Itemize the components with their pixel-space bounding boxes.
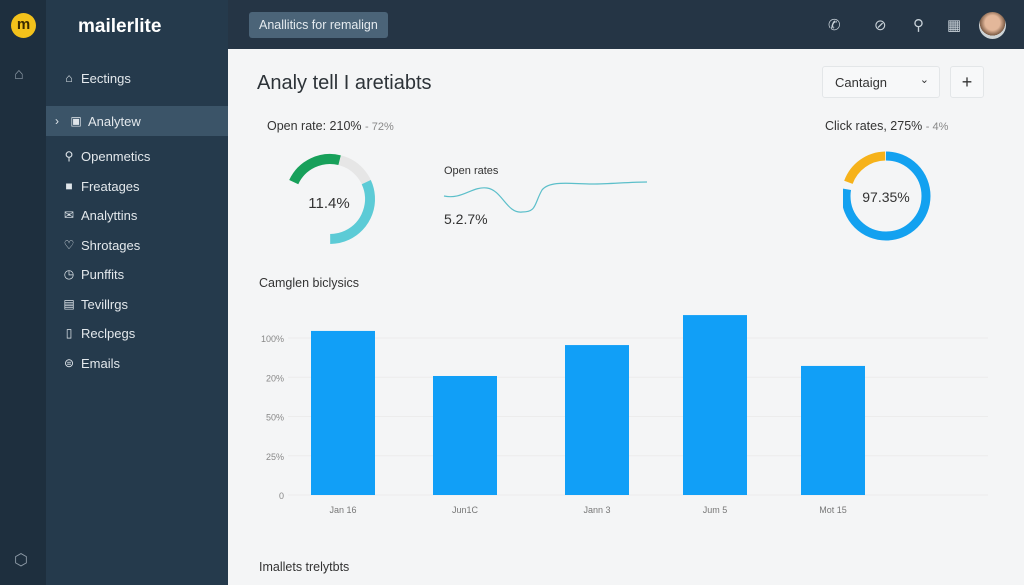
open-rate-text: Open rate: 210%: [267, 119, 362, 133]
y-tick-label: 50%: [266, 413, 284, 423]
sidebar-item-label: Eectings: [81, 70, 131, 86]
y-tick-label: 0: [279, 491, 284, 501]
calculator-icon[interactable]: ▦: [947, 17, 962, 34]
open-rates-value: 5.2.7%: [444, 211, 488, 227]
sidebar-item-shrotages[interactable]: ♡ Shrotages: [46, 230, 228, 260]
sidebar-item-openmetics[interactable]: ⚲ Openmetics: [46, 141, 228, 171]
chevron-down-icon: ⌄: [919, 74, 929, 86]
open-rate-gauge: 11.4%: [285, 154, 375, 245]
open-rates-label: Open rates: [444, 165, 499, 177]
section-title: Imallets trelytbts: [259, 560, 350, 574]
brand-name: mailerlite: [78, 16, 162, 37]
click-rate-label: Click rates, 275% - 4%: [825, 119, 948, 133]
open-rates-sparkline: [443, 181, 648, 213]
search-icon[interactable]: ⚲: [913, 17, 924, 34]
chevron-right-icon: ›: [55, 114, 59, 128]
page-context-pill[interactable]: Anallitics for remalign: [249, 12, 388, 38]
check-circle-icon[interactable]: ⊘: [874, 17, 887, 34]
main-content: Analy tell I aretiabts Cantaign ⌄ + Open …: [228, 49, 1024, 585]
topbar: Anallitics for remalign ✆ ⊘ ⚲ ▦: [228, 0, 1024, 49]
add-button[interactable]: +: [950, 66, 984, 98]
sidebar-item-label: Shrotages: [81, 237, 141, 253]
sidebar-item-freatages[interactable]: ■ Freatages: [46, 171, 228, 201]
sparkline-path: [443, 181, 648, 213]
page-title: Analy tell I aretiabts: [257, 72, 432, 94]
bar[interactable]: [801, 365, 865, 495]
bar[interactable]: [565, 345, 629, 495]
click-rate-delta: - 4%: [925, 121, 949, 133]
sidebar-item-eectings[interactable]: ⌂ Eectings: [46, 63, 228, 93]
gauge-blue-segment: [843, 151, 931, 241]
chart-icon: ▣: [70, 114, 82, 128]
sidebar-item-punffits[interactable]: ◷ Punffits: [46, 259, 228, 289]
page-icon: ▯: [65, 326, 73, 340]
campaign-bar-chart: 0 25% 50% 20% 100% Jan 16 Jun1C Jann 3 Jum 5 Mot …: [261, 315, 988, 515]
sidebar-item-label: Tevillrgs: [81, 296, 128, 312]
hexagon-icon[interactable]: ⬡: [14, 552, 28, 569]
bar[interactable]: [683, 315, 747, 495]
select-value: Cantaign: [835, 75, 888, 90]
sidebar-item-analyttins[interactable]: ✉ Analyttins: [46, 200, 228, 230]
chart-title: Camglen biclysics: [259, 276, 360, 290]
icon-rail: m ⌂ ⬡: [0, 0, 46, 585]
open-rate-label: Open rate: 210% - 72%: [267, 119, 394, 133]
logo[interactable]: m: [11, 13, 36, 38]
sidebar-item-reclpegs[interactable]: ▯ Reclpegs: [46, 318, 228, 348]
gauge-teal-segment: [285, 154, 375, 244]
sidebar-item-analytew[interactable]: › ▣ Analytew: [46, 106, 228, 136]
x-tick-label: Jum 5: [703, 505, 728, 515]
sidebar: mailerlite ⌂ Eectings › ▣ Analytew ⚲ Openmet…: [46, 0, 228, 585]
click-rate-value: 97.35%: [862, 189, 909, 205]
mail-icon: ✉: [63, 208, 75, 222]
doc-icon: ▤: [63, 297, 75, 311]
open-rate-delta: - 72%: [365, 121, 394, 133]
sidebar-item-label: Freatages: [81, 178, 140, 194]
sidebar-item-tevillrgs[interactable]: ▤ Tevillrgs: [46, 289, 228, 319]
sidebar-item-label: Reclpegs: [81, 325, 136, 341]
sidebar-item-emails[interactable]: ⊜ Emails: [46, 348, 228, 378]
x-tick-label: Jann 3: [583, 505, 610, 515]
open-rate-value: 11.4%: [308, 195, 349, 212]
clock-icon: ◷: [63, 267, 75, 281]
sidebar-item-label: Openmetics: [81, 148, 151, 164]
avatar[interactable]: [979, 12, 1006, 39]
heart-icon: ♡: [63, 238, 75, 252]
phone-icon[interactable]: ✆: [828, 17, 841, 34]
campaign-select[interactable]: Cantaign ⌄: [822, 66, 940, 98]
bar[interactable]: [311, 330, 375, 495]
x-tick-label: Mot 15: [819, 505, 847, 515]
home-icon: ⌂: [65, 71, 73, 85]
bag-icon: ■: [65, 179, 73, 193]
key-icon: ⚲: [64, 149, 74, 163]
y-tick-label: 25%: [266, 452, 284, 462]
sidebar-item-label: Emails: [81, 355, 121, 371]
inbox-icon[interactable]: ⌂: [14, 66, 24, 83]
click-rate-text: Click rates, 275%: [825, 119, 923, 133]
circle-menu-icon: ⊜: [63, 356, 75, 370]
y-tick-label: 100%: [261, 334, 284, 344]
x-tick-label: Jun1C: [452, 505, 479, 515]
x-tick-label: Jan 16: [329, 505, 356, 515]
sidebar-item-label: Analyttins: [81, 207, 138, 223]
click-rate-gauge: 97.35%: [843, 151, 931, 241]
sidebar-item-label: Punffits: [81, 266, 125, 282]
sidebar-item-label: Analytew: [88, 113, 141, 129]
y-tick-label: 20%: [266, 373, 284, 383]
bar[interactable]: [433, 375, 497, 495]
